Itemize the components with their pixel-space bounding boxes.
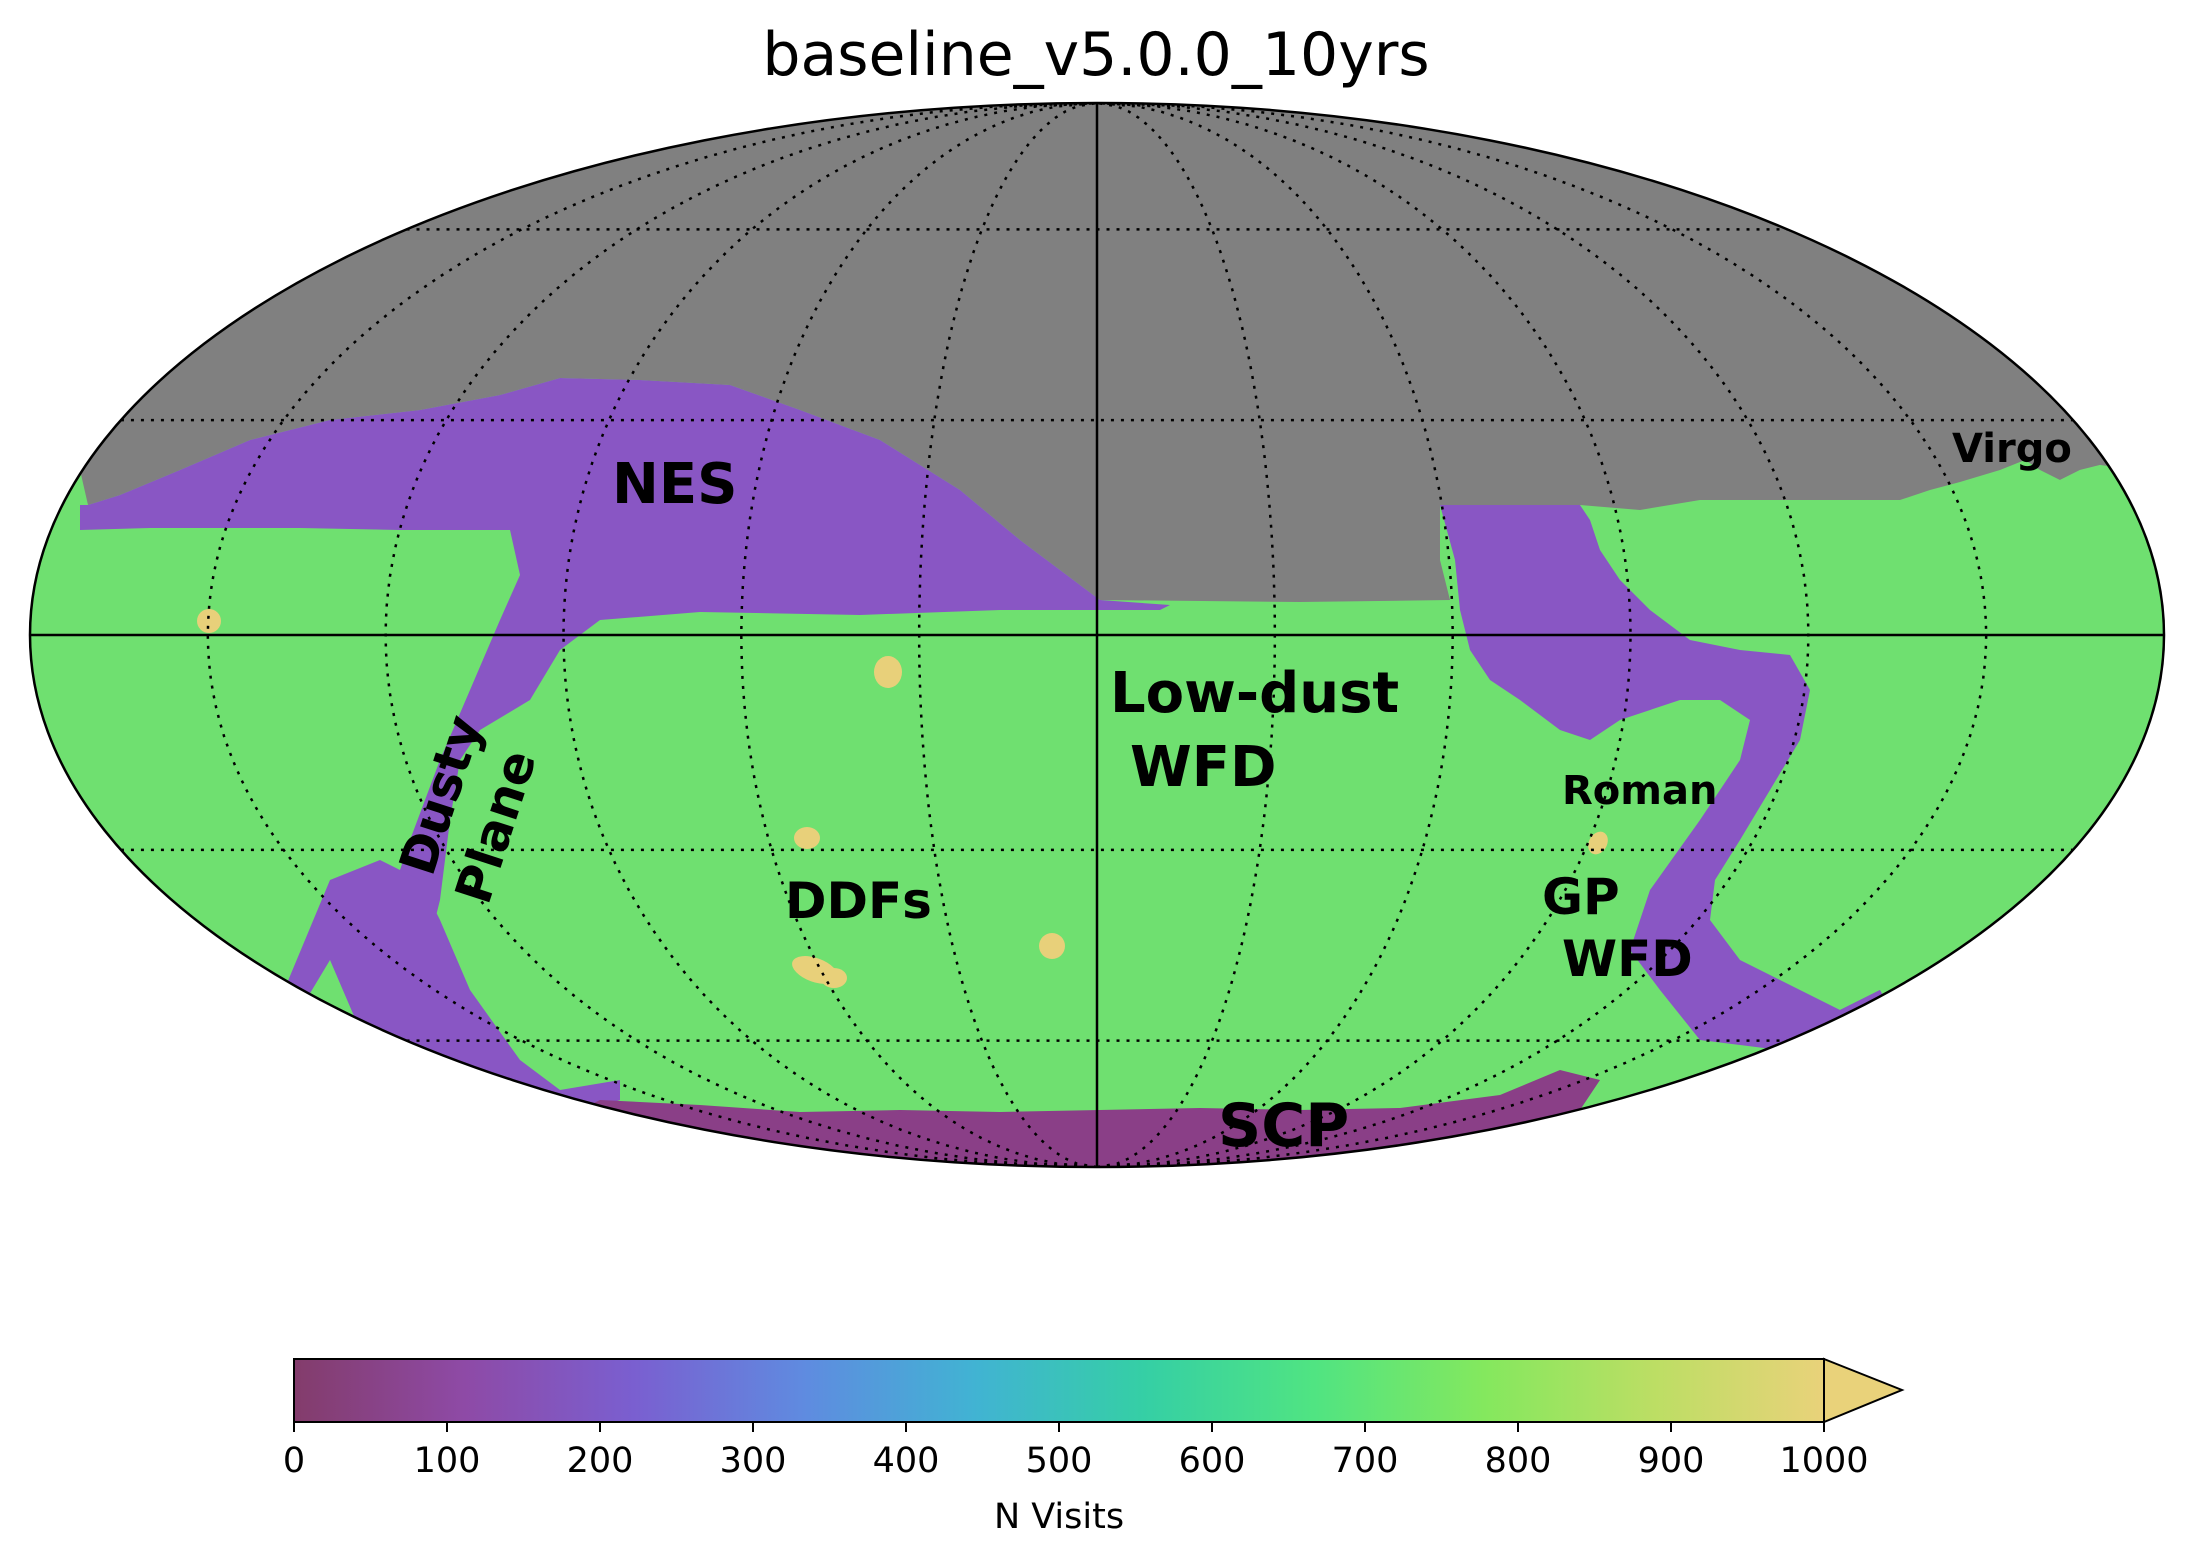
colorbar-tick-label: 300 <box>720 1441 787 1481</box>
label-low-dust-wfd-line1: Low-dust <box>1110 661 1399 726</box>
map-outline <box>28 101 2166 1169</box>
chart-title: baseline_v5.0.0_10yrs <box>762 20 1430 90</box>
label-gp-wfd-line1: GP <box>1542 868 1620 926</box>
nes-region <box>80 378 1170 1070</box>
colorbar-tick-label: 100 <box>414 1441 481 1481</box>
colorbar-tick-label: 700 <box>1332 1441 1399 1481</box>
label-low-dust-wfd: Low-dust WFD <box>1110 661 1419 800</box>
ddf-spot-6 <box>821 968 847 988</box>
colorbar-tick-label: 800 <box>1485 1441 1552 1481</box>
colorbar-extend-arrow <box>1823 1357 1905 1424</box>
colorbar-tick-label: 600 <box>1179 1441 1246 1481</box>
colorbar-tick-label: 1000 <box>1779 1441 1868 1481</box>
colorbar-ticks: 0 100 200 300 400 500 600 700 800 900 1000 <box>283 1422 1869 1481</box>
label-scp: SCP <box>1218 1091 1349 1161</box>
colorbar-tick-label: 400 <box>873 1441 940 1481</box>
graticule-meridian <box>740 103 1098 1167</box>
ddf-spot-1 <box>197 609 221 633</box>
ddf-spot-3 <box>794 827 820 849</box>
colorbar-tick-label: 500 <box>1026 1441 1093 1481</box>
lower-left-dusty <box>280 860 620 1120</box>
no-coverage-region <box>30 103 2164 602</box>
label-roman: Roman <box>1562 768 1717 814</box>
label-gp-wfd: GP WFD <box>1542 868 1693 988</box>
ddf-spot-7 <box>1588 831 1608 855</box>
colorbar-label: N Visits <box>994 1497 1124 1537</box>
colorbar-tick-label: 900 <box>1638 1441 1705 1481</box>
ddf-spots <box>197 609 1608 988</box>
colorbar-tick-label: 0 <box>283 1441 305 1481</box>
colorbar-tick-label: 200 <box>567 1441 634 1481</box>
label-low-dust-wfd-line2: WFD <box>1130 735 1277 800</box>
label-gp-wfd-line2: WFD <box>1562 930 1693 988</box>
label-ddfs: DDFs <box>785 872 932 930</box>
graticule-meridian <box>1096 103 1454 1167</box>
label-nes: NES <box>612 452 737 517</box>
ddf-spot-4 <box>1039 933 1065 959</box>
label-virgo: Virgo <box>1952 426 2072 472</box>
gp-wfd-region <box>1440 505 1890 1050</box>
ddf-spot-2 <box>874 656 902 688</box>
colorbar-body <box>293 1358 1825 1423</box>
colorbar: 0 100 200 300 400 500 600 700 800 900 1000 N Visit… <box>283 1357 1905 1537</box>
